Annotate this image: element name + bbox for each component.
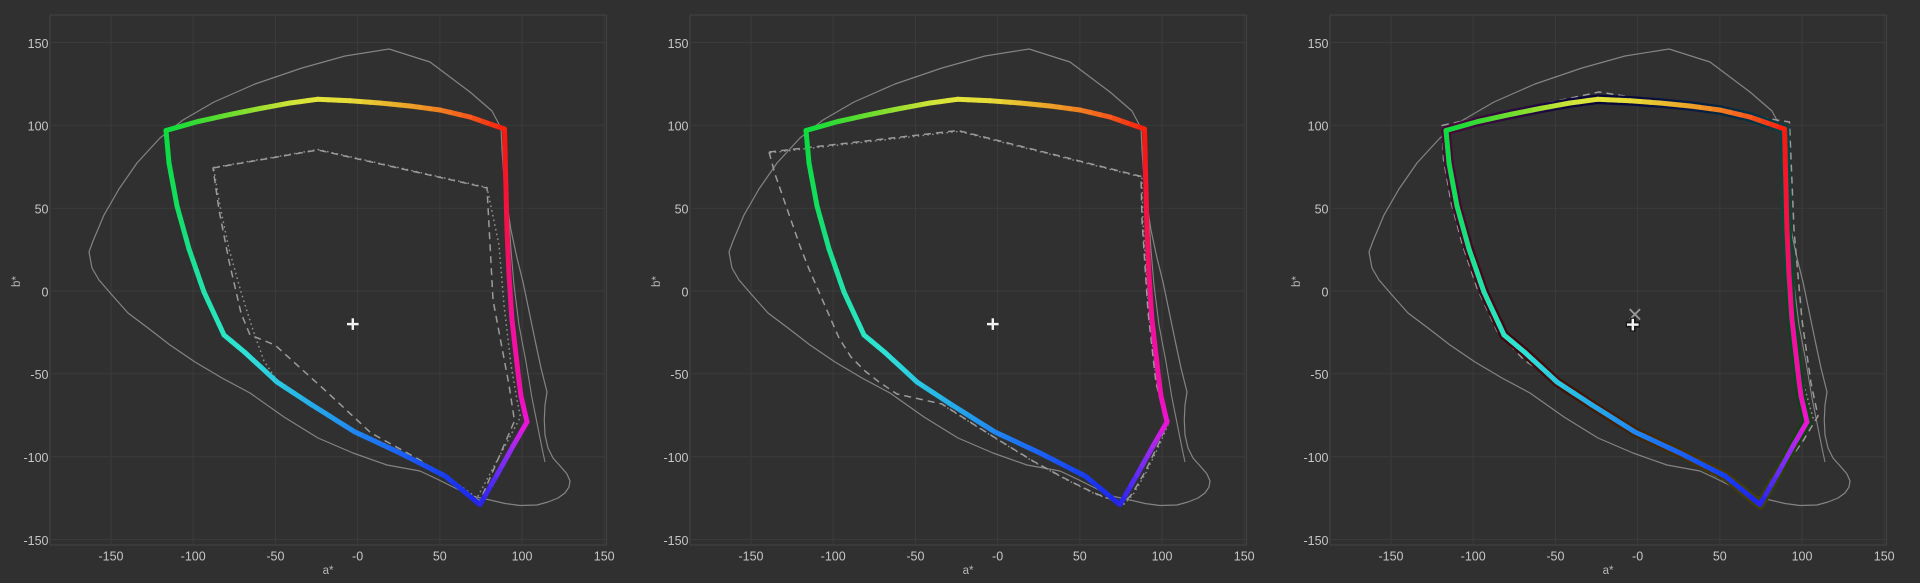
svg-text:150: 150 — [28, 37, 49, 51]
svg-text:-50: -50 — [906, 550, 924, 564]
svg-text:-100: -100 — [1461, 550, 1486, 564]
svg-text:-100: -100 — [1303, 451, 1328, 465]
svg-text:-150: -150 — [1303, 534, 1328, 548]
svg-text:-50: -50 — [670, 368, 688, 382]
svg-text:a*: a* — [323, 565, 334, 577]
svg-text:b*: b* — [651, 276, 663, 287]
svg-text:100: 100 — [512, 550, 533, 564]
svg-text:0: 0 — [682, 285, 689, 299]
svg-text:-0: -0 — [1632, 550, 1643, 564]
svg-text:100: 100 — [668, 120, 689, 134]
svg-text:50: 50 — [1073, 550, 1087, 564]
svg-text:a*: a* — [1603, 565, 1614, 577]
svg-text:50: 50 — [35, 203, 49, 217]
svg-text:-50: -50 — [30, 368, 48, 382]
svg-text:50: 50 — [1315, 203, 1329, 217]
svg-text:-150: -150 — [663, 534, 688, 548]
svg-text:-50: -50 — [1310, 368, 1328, 382]
svg-text:100: 100 — [1792, 550, 1813, 564]
svg-text:b*: b* — [11, 276, 23, 287]
svg-text:50: 50 — [675, 203, 689, 217]
svg-text:-50: -50 — [266, 550, 284, 564]
svg-text:-0: -0 — [352, 550, 363, 564]
svg-text:-150: -150 — [23, 534, 48, 548]
svg-text:-100: -100 — [821, 550, 846, 564]
svg-text:b*: b* — [1291, 276, 1303, 287]
svg-text:-0: -0 — [992, 550, 1003, 564]
svg-text:-100: -100 — [663, 451, 688, 465]
svg-text:50: 50 — [1713, 550, 1727, 564]
svg-text:-150: -150 — [738, 550, 763, 564]
svg-text:150: 150 — [594, 550, 615, 564]
svg-text:100: 100 — [28, 120, 49, 134]
svg-text:a*: a* — [963, 565, 974, 577]
svg-text:-100: -100 — [181, 550, 206, 564]
svg-text:-50: -50 — [1546, 550, 1564, 564]
svg-text:150: 150 — [1308, 37, 1329, 51]
svg-text:150: 150 — [668, 37, 689, 51]
svg-text:50: 50 — [433, 550, 447, 564]
svg-text:150: 150 — [1234, 550, 1255, 564]
svg-text:0: 0 — [42, 285, 49, 299]
svg-text:-100: -100 — [23, 451, 48, 465]
svg-text:100: 100 — [1308, 120, 1329, 134]
svg-text:150: 150 — [1874, 550, 1895, 564]
svg-text:-150: -150 — [1378, 550, 1403, 564]
svg-text:0: 0 — [1322, 285, 1329, 299]
svg-text:100: 100 — [1152, 550, 1173, 564]
svg-text:-150: -150 — [98, 550, 123, 564]
